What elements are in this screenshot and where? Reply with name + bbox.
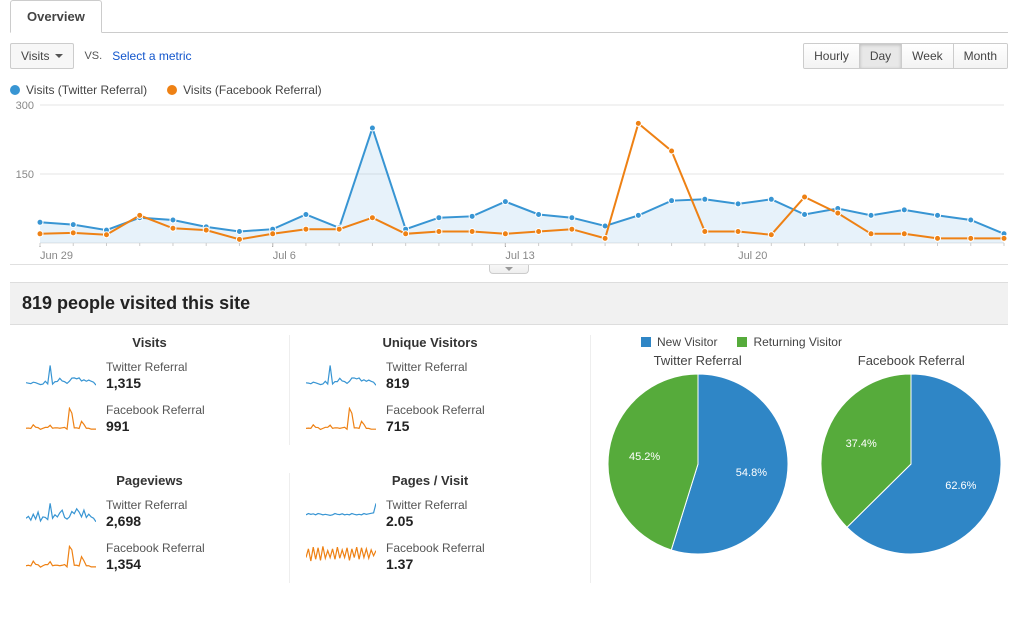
granularity-day[interactable]: Day [859, 44, 901, 68]
svg-text:Jun 29: Jun 29 [40, 250, 73, 262]
metric-value: 991 [106, 418, 205, 436]
metric-block: Pageviews Twitter Referral2,698 Facebook R… [10, 473, 290, 583]
select-metric-link[interactable]: Select a metric [112, 49, 191, 63]
metric-dropdown-label: Visits [21, 49, 49, 63]
controls-row: Visits VS. Select a metric HourlyDayWeek… [10, 33, 1008, 79]
pie-legend: New Visitor Returning Visitor [601, 335, 1008, 349]
metric-dropdown[interactable]: Visits [10, 43, 74, 69]
pie-legend-label: Returning Visitor [753, 335, 842, 349]
granularity-toggle: HourlyDayWeekMonth [803, 43, 1008, 69]
metric-value: 2.05 [386, 513, 467, 531]
main-chart: 150300Jun 29Jul 6Jul 13Jul 20 [10, 105, 1008, 265]
svg-text:45.2%: 45.2% [629, 451, 660, 463]
sparkline [26, 545, 96, 569]
legend-label: Visits (Facebook Referral) [183, 83, 322, 97]
metric-sublabel: Twitter Referral [106, 360, 187, 375]
metric-sublabel: Facebook Referral [106, 541, 205, 556]
granularity-week[interactable]: Week [901, 44, 952, 68]
pie-chart: 54.8% 45.2% [608, 374, 788, 554]
metric-row: Twitter Referral819 [306, 360, 554, 393]
metric-block: Visits Twitter Referral1,315 Facebook Refe… [10, 335, 290, 445]
headline-bar: 819 people visited this site [10, 282, 1008, 325]
tab-bar: Overview [10, 0, 1008, 33]
metric-title: Pageviews [26, 473, 273, 488]
metric-value: 819 [386, 375, 467, 393]
metric-row: Facebook Referral715 [306, 403, 554, 436]
metric-sublabel: Facebook Referral [106, 403, 205, 418]
vs-label: VS. [84, 50, 102, 62]
metric-value: 1,354 [106, 556, 205, 574]
metric-title: Pages / Visit [306, 473, 554, 488]
metric-row: Twitter Referral2.05 [306, 498, 554, 531]
svg-text:300: 300 [16, 100, 34, 112]
pie-column: Facebook Referral 62.6% 37.4% [815, 353, 1009, 554]
legend-item: Visits (Twitter Referral) [10, 83, 147, 97]
legend-square-icon [737, 337, 747, 347]
legend-label: Visits (Twitter Referral) [26, 83, 147, 97]
legend-item: Visits (Facebook Referral) [167, 83, 322, 97]
sparkline [26, 364, 96, 388]
metric-value: 715 [386, 418, 485, 436]
pie-legend-label: New Visitor [657, 335, 717, 349]
pies-panel: New Visitor Returning Visitor Twitter Ref… [590, 335, 1008, 583]
sparkline [306, 545, 376, 569]
lower-section: VisitsTwitter Referral1,315Facebook Refe… [10, 325, 1008, 603]
metric-row: Facebook Referral1,354 [26, 541, 273, 574]
left-controls: Visits VS. Select a metric [10, 43, 192, 69]
sparkline [306, 407, 376, 431]
svg-text:37.4%: 37.4% [846, 438, 877, 450]
caret-down-icon [55, 54, 63, 58]
metric-row: Facebook Referral1.37 [306, 541, 554, 574]
metric-block: Unique Visitors Twitter Referral819 Facebo… [290, 335, 570, 445]
granularity-month[interactable]: Month [953, 44, 1007, 68]
chart-expand-handle[interactable] [489, 264, 529, 274]
pie-chart: 62.6% 37.4% [821, 374, 1001, 554]
metric-sublabel: Facebook Referral [386, 541, 485, 556]
legend-dot-icon [10, 85, 20, 95]
pie-legend-item: Returning Visitor [737, 335, 842, 349]
legend-dot-icon [167, 85, 177, 95]
svg-text:54.8%: 54.8% [736, 467, 767, 479]
granularity-hourly[interactable]: Hourly [804, 44, 859, 68]
svg-text:62.6%: 62.6% [945, 480, 976, 492]
tab-overview[interactable]: Overview [10, 0, 102, 33]
svg-text:Jul 13: Jul 13 [505, 250, 534, 262]
metric-sublabel: Twitter Referral [386, 360, 467, 375]
sparkline [306, 502, 376, 526]
metric-row: Facebook Referral991 [26, 403, 273, 436]
svg-text:Jul 6: Jul 6 [273, 250, 296, 262]
metric-value: 1,315 [106, 375, 187, 393]
pie-title: Twitter Referral [601, 353, 795, 368]
main-chart-legend: Visits (Twitter Referral) Visits (Faceboo… [10, 79, 1008, 105]
metric-sublabel: Twitter Referral [386, 498, 467, 513]
metric-sublabel: Facebook Referral [386, 403, 485, 418]
metric-value: 1.37 [386, 556, 485, 574]
legend-square-icon [641, 337, 651, 347]
metric-sublabel: Twitter Referral [106, 498, 187, 513]
svg-text:150: 150 [16, 169, 34, 181]
headline-text: 819 people visited this site [22, 293, 996, 314]
pies-row: Twitter Referral 54.8% 45.2% Facebook Refer… [601, 353, 1008, 554]
pie-column: Twitter Referral 54.8% 45.2% [601, 353, 795, 554]
pie-legend-item: New Visitor [641, 335, 717, 349]
metric-title: Visits [26, 335, 273, 350]
svg-text:Jul 20: Jul 20 [738, 250, 767, 262]
metric-row: Twitter Referral2,698 [26, 498, 273, 531]
metrics-grid: VisitsTwitter Referral1,315Facebook Refe… [10, 335, 570, 583]
pie-title: Facebook Referral [815, 353, 1009, 368]
metric-value: 2,698 [106, 513, 187, 531]
metric-row: Twitter Referral1,315 [26, 360, 273, 393]
sparkline [306, 364, 376, 388]
metric-title: Unique Visitors [306, 335, 554, 350]
metric-block: Pages / Visit Twitter Referral2.05 Faceboo… [290, 473, 570, 583]
sparkline [26, 502, 96, 526]
sparkline [26, 407, 96, 431]
